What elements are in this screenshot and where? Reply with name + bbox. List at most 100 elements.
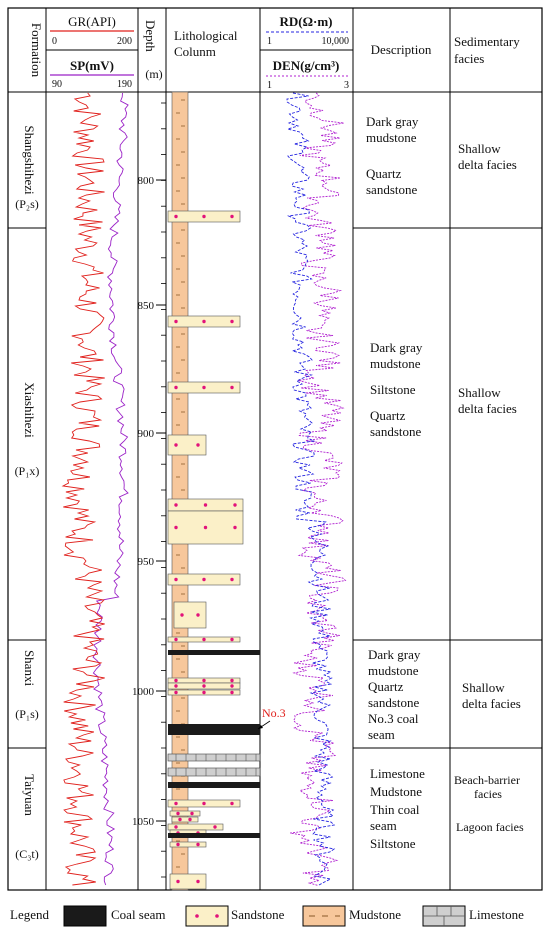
description-line: sandstone bbox=[370, 424, 422, 439]
legend-sandstone-label: Sandstone bbox=[231, 907, 285, 922]
sandstone-dot bbox=[230, 678, 234, 683]
facies-line: Shallow bbox=[458, 141, 501, 156]
description-line: mudstone bbox=[368, 663, 419, 678]
sandstone-dot bbox=[196, 842, 200, 847]
den-label: DEN(g/cm³) bbox=[273, 58, 340, 73]
sandstone-dot bbox=[174, 525, 178, 530]
description-line: Thin coal bbox=[370, 802, 420, 817]
sandstone-dot bbox=[174, 801, 178, 806]
sp-min: 90 bbox=[52, 79, 62, 90]
sandstone-dot bbox=[213, 825, 217, 829]
legend-coal-label: Coal seam bbox=[111, 907, 166, 922]
sandstone-dot bbox=[230, 577, 234, 582]
sp-max: 190 bbox=[117, 79, 132, 90]
description-line: seam bbox=[368, 727, 395, 742]
sandstone-dot bbox=[174, 385, 178, 390]
gr-max: 200 bbox=[117, 36, 132, 47]
sandstone-dot bbox=[196, 879, 200, 884]
rd-label: RD(Ω·m) bbox=[279, 14, 332, 29]
sandstone-dot bbox=[230, 214, 234, 219]
sp-label: SP(mV) bbox=[70, 58, 114, 73]
depth-tick: 800 bbox=[138, 175, 155, 187]
sandstone-dot bbox=[202, 319, 206, 324]
sandstone-dot bbox=[174, 678, 178, 683]
sandstone-bed bbox=[169, 841, 207, 848]
sandstone-dot bbox=[230, 684, 234, 688]
sandstone-dot bbox=[202, 577, 206, 582]
legend-mudstone-label: Mudstone bbox=[349, 907, 401, 922]
coal-annotation: No.3 bbox=[262, 706, 286, 720]
den-max: 3 bbox=[344, 80, 349, 91]
facies-line: Lagoon facies bbox=[456, 820, 524, 834]
description-line: sandstone bbox=[366, 182, 418, 197]
depth-header: Depth bbox=[143, 20, 158, 52]
facies-line: delta facies bbox=[462, 696, 521, 711]
formation-name-shangshihezi: Shangshihezi bbox=[22, 125, 37, 195]
sandstone-dot bbox=[202, 678, 206, 683]
sandstone-dot bbox=[188, 817, 192, 822]
sandstone-dot bbox=[203, 525, 208, 530]
description-line: mudstone bbox=[370, 356, 421, 371]
formation-code-taiyuan: (C₃t) bbox=[15, 847, 39, 861]
description-line: Quartz bbox=[368, 679, 404, 694]
den-min: 1 bbox=[267, 80, 272, 91]
sandstone-bed bbox=[171, 816, 199, 823]
description-line: Dark gray bbox=[368, 647, 421, 662]
sandstone-dot bbox=[174, 214, 178, 219]
description-line: Siltstone bbox=[370, 382, 416, 397]
legend-coal-swatch bbox=[63, 905, 107, 927]
gr-min: 0 bbox=[52, 36, 57, 47]
sandstone-dot bbox=[202, 637, 206, 642]
sandstone-dot bbox=[174, 577, 178, 582]
formation-name-xiashihezi: Xiashihezi bbox=[22, 382, 37, 438]
sandstone-dot bbox=[176, 879, 180, 884]
sandstone-dot bbox=[202, 690, 206, 695]
description-line: mudstone bbox=[366, 130, 417, 145]
coal-bed bbox=[168, 724, 260, 735]
coal-bed bbox=[168, 650, 260, 655]
gr-sp-track bbox=[61, 92, 129, 886]
gr-curve bbox=[61, 92, 105, 886]
sandstone-bed bbox=[169, 873, 207, 890]
facies-line: delta facies bbox=[458, 157, 517, 172]
rd-min: 1 bbox=[267, 36, 272, 47]
sandstone-dot bbox=[178, 817, 182, 822]
sandstone-dot bbox=[230, 319, 234, 324]
legend-limestone-label: Limestone bbox=[469, 907, 524, 922]
sandstone-dot bbox=[196, 613, 200, 617]
depth-tick: 1050 bbox=[132, 816, 155, 828]
sandstone-dot bbox=[174, 319, 178, 324]
formation-labels: Shangshihezi (P₂s) Xiashihezi (P₁x) Shan… bbox=[15, 125, 40, 861]
formation-header: Formation bbox=[29, 23, 44, 78]
header: Formation GR(API) 0 200 SP(mV) 90 190 De… bbox=[29, 14, 520, 91]
description-line: Dark gray bbox=[370, 340, 423, 355]
formation-code-xiashihezi: (P₁x) bbox=[15, 464, 40, 478]
sandstone-dot bbox=[176, 811, 180, 816]
sandstone-dot bbox=[202, 684, 206, 688]
sp-curve bbox=[92, 92, 129, 886]
formation-name-taiyuan: Taiyuan bbox=[22, 774, 37, 816]
sandstone-dot bbox=[230, 637, 234, 642]
sandstone-dot bbox=[174, 443, 178, 447]
depth-tick: 950 bbox=[138, 556, 155, 568]
description-line: No.3 coal bbox=[368, 711, 419, 726]
sandstone-dot bbox=[230, 690, 234, 695]
sandstone-bed bbox=[173, 601, 207, 629]
facies-line: Shallow bbox=[458, 385, 501, 400]
rd-max: 10,000 bbox=[322, 36, 350, 47]
lithology-column: No.3 bbox=[167, 91, 286, 891]
sandstone-dot bbox=[180, 613, 184, 617]
facies-line: facies bbox=[474, 787, 502, 801]
facies-header-1: Sedimentary bbox=[454, 34, 520, 49]
depth-tick: 1000 bbox=[132, 686, 155, 698]
limestone-bed bbox=[167, 753, 261, 762]
depth-tick: 850 bbox=[138, 300, 155, 312]
rd-curve bbox=[286, 92, 336, 886]
sandstone-bed bbox=[169, 810, 201, 817]
description-line: Quartz bbox=[366, 166, 402, 181]
legend-title: Legend bbox=[10, 907, 49, 922]
facies-header-2: facies bbox=[454, 51, 484, 66]
description-line: sandstone bbox=[368, 695, 420, 710]
facies-line: Beach-barrier bbox=[454, 773, 520, 787]
